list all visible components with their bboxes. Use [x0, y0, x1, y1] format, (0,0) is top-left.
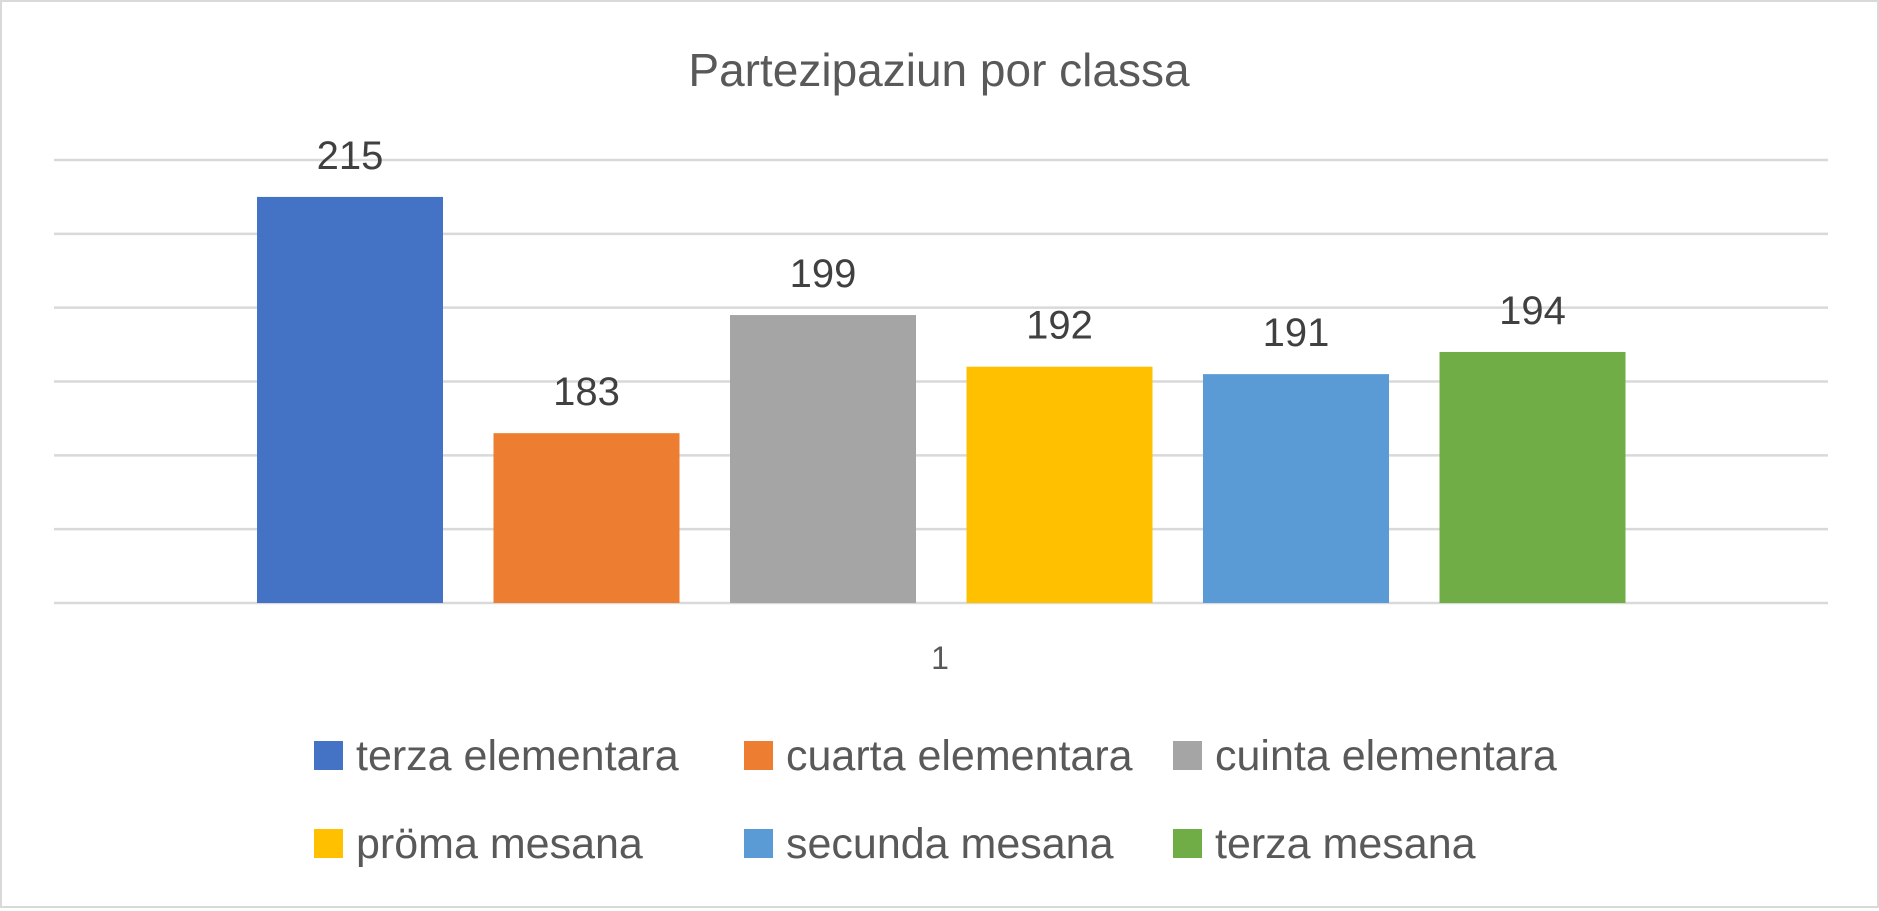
legend-label: cuinta elementara: [1215, 732, 1557, 780]
bar-pröma-mesana: [966, 366, 1153, 603]
bars: [257, 196, 1626, 603]
bar-cuarta-elementara: [493, 433, 680, 603]
legend-swatch: [1173, 829, 1202, 858]
x-axis: 1: [931, 640, 949, 676]
data-label: 199: [790, 252, 857, 296]
data-label: 192: [1026, 304, 1093, 348]
legend-label: secunda mesana: [786, 820, 1114, 868]
legend-item: cuarta elementara: [744, 732, 1133, 780]
legend-label: terza mesana: [1215, 820, 1476, 868]
legend-label: terza elementara: [356, 732, 679, 780]
legend-label: cuarta elementara: [786, 732, 1133, 780]
chart-title: Partezipaziun por classa: [688, 44, 1190, 96]
legend-item: pröma mesana: [314, 820, 643, 868]
legend-swatch: [314, 829, 343, 858]
legend-label: pröma mesana: [356, 820, 643, 868]
bar-cuinta-elementara: [730, 315, 916, 603]
x-tick-label: 1: [931, 640, 949, 676]
legend-item: secunda mesana: [744, 820, 1114, 868]
data-label: 183: [553, 370, 620, 414]
data-labels: 215 183 199 192 191 194: [317, 134, 1566, 414]
legend-item: cuinta elementara: [1173, 732, 1557, 780]
bar-terza-elementara: [257, 196, 443, 603]
legend-item: terza elementara: [314, 732, 679, 780]
legend-swatch: [744, 829, 773, 858]
legend-swatch: [1173, 741, 1202, 770]
legend-swatch: [744, 741, 773, 770]
bar-secunda-mesana: [1203, 374, 1389, 603]
data-label: 215: [317, 134, 384, 178]
legend-swatch: [314, 741, 343, 770]
legend-item: terza mesana: [1173, 820, 1476, 868]
data-label: 191: [1263, 311, 1330, 355]
legend: terza elementara cuarta elementara cuinta …: [314, 732, 1557, 868]
data-label: 194: [1499, 289, 1566, 333]
bar-terza-mesana: [1439, 351, 1626, 603]
